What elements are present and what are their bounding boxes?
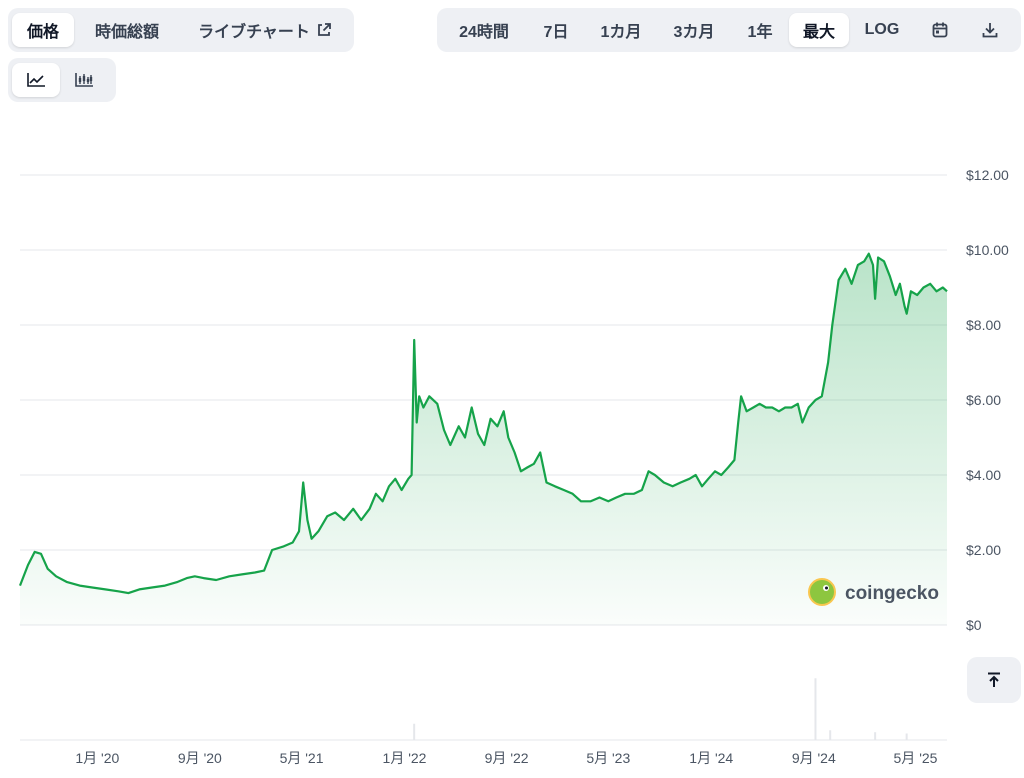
y-tick-label: $12.00: [966, 167, 1009, 183]
range-max[interactable]: 最大: [789, 13, 849, 47]
y-tick-label: $4.00: [966, 467, 1001, 483]
external-link-icon: [318, 23, 331, 36]
x-tick-label: 9月 '20: [178, 750, 222, 766]
tab-market-cap[interactable]: 時価総額: [74, 13, 180, 47]
volume-bar: [874, 732, 877, 740]
volume-bar: [814, 678, 817, 740]
range-7d-label: 7日: [543, 24, 569, 41]
range-7d[interactable]: 7日: [527, 13, 585, 47]
tab-price-label: 価格: [26, 24, 59, 41]
y-tick-label: $10.00: [966, 242, 1009, 258]
volume-bars: [413, 678, 908, 740]
x-tick-label: 1月 '20: [75, 750, 119, 766]
range-3m[interactable]: 3カ月: [657, 13, 731, 47]
metric-tabs: 価格 時価総額 ライブチャート: [8, 8, 354, 52]
range-24h-label: 24時間: [459, 24, 509, 41]
line-view-button[interactable]: [12, 63, 60, 97]
tab-price[interactable]: 価格: [12, 13, 74, 47]
tab-live-chart[interactable]: ライブチャート: [180, 13, 350, 47]
tab-market-cap-label: 時価総額: [94, 24, 159, 41]
volume-bar: [829, 730, 832, 740]
price-line: [18, 252, 948, 595]
x-tick-label: 5月 '23: [586, 750, 630, 766]
log-scale-label: LOG: [864, 21, 900, 38]
x-tick-label: 5月 '21: [280, 750, 324, 766]
range-3m-label: 3カ月: [673, 24, 715, 41]
range-24h[interactable]: 24時間: [441, 13, 527, 47]
candlestick-view-button[interactable]: [60, 63, 108, 97]
gecko-logo-icon: [808, 578, 836, 606]
line-chart-icon: [27, 73, 45, 87]
y-axis-labels: $0 $2.00 $4.00 $6.00 $8.00 $10.00 $12.00: [966, 167, 1009, 633]
range-1y-label: 1年: [747, 24, 773, 41]
y-tick-label: $2.00: [966, 542, 1001, 558]
download-icon: [982, 23, 998, 38]
download-button[interactable]: [965, 13, 1015, 47]
back-to-top-button[interactable]: [967, 657, 1021, 703]
price-chart[interactable]: $0 $2.00 $4.00 $6.00 $8.00 $10.00 $12.00 1月 '2…: [0, 110, 1024, 778]
y-tick-label: $0: [966, 617, 982, 633]
volume-bar: [413, 723, 416, 740]
x-tick-label: 9月 '22: [485, 750, 529, 766]
x-tick-label: 1月 '22: [383, 750, 427, 766]
x-tick-label: 9月 '24: [792, 750, 836, 766]
price-area: [20, 253, 947, 625]
y-tick-label: $6.00: [966, 392, 1001, 408]
y-tick-label: $8.00: [966, 317, 1001, 333]
x-axis-labels: 1月 '20 9月 '20 5月 '21 1月 '22 9月 '22 5月 '23 1月 '…: [75, 750, 937, 766]
candlestick-chart-icon: [75, 73, 93, 87]
volume-bar: [905, 733, 908, 740]
watermark-text: coingecko: [845, 583, 939, 604]
log-scale-toggle[interactable]: LOG: [849, 13, 915, 47]
calendar-icon: [932, 22, 948, 38]
x-tick-label: 1月 '24: [689, 750, 733, 766]
view-toggle: [8, 58, 116, 102]
coingecko-watermark: coingecko: [808, 578, 939, 606]
range-1m-label: 1カ月: [600, 24, 642, 41]
tab-live-chart-label: ライブチャート: [198, 24, 310, 41]
arrow-up-to-line-icon: [988, 672, 1000, 687]
range-max-label: 最大: [802, 24, 835, 41]
range-tabs: 24時間 7日 1カ月 3カ月 1年 最大 LOG: [437, 8, 1021, 52]
range-1m[interactable]: 1カ月: [585, 13, 657, 47]
calendar-button[interactable]: [915, 13, 965, 47]
range-1y[interactable]: 1年: [731, 13, 789, 47]
x-tick-label: 5月 '25: [894, 750, 938, 766]
